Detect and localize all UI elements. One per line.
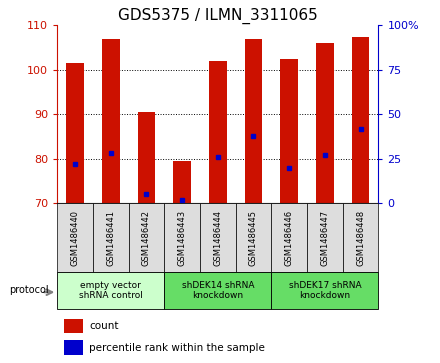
Bar — [164, 203, 200, 272]
Bar — [343, 203, 378, 272]
Text: GSM1486440: GSM1486440 — [70, 210, 80, 266]
Text: GSM1486443: GSM1486443 — [178, 210, 187, 266]
Bar — [164, 272, 271, 309]
Text: percentile rank within the sample: percentile rank within the sample — [89, 343, 265, 352]
Bar — [200, 203, 236, 272]
Text: GSM1486444: GSM1486444 — [213, 210, 222, 266]
Bar — [57, 272, 164, 309]
Bar — [271, 272, 378, 309]
Text: shDEK14 shRNA
knockdown: shDEK14 shRNA knockdown — [182, 281, 254, 300]
Bar — [280, 59, 298, 203]
Text: GSM1486446: GSM1486446 — [285, 210, 293, 266]
Bar — [64, 340, 83, 355]
Bar — [138, 112, 155, 203]
Text: GSM1486448: GSM1486448 — [356, 210, 365, 266]
Title: GDS5375 / ILMN_3311065: GDS5375 / ILMN_3311065 — [118, 8, 318, 24]
Bar — [64, 319, 83, 333]
Text: shDEK17 shRNA
knockdown: shDEK17 shRNA knockdown — [289, 281, 361, 300]
Bar — [271, 203, 307, 272]
Text: protocol: protocol — [9, 285, 48, 295]
Text: GSM1486442: GSM1486442 — [142, 210, 151, 266]
Bar — [245, 39, 262, 203]
Bar — [57, 203, 93, 272]
Bar — [209, 61, 227, 203]
Bar — [102, 39, 120, 203]
Text: GSM1486441: GSM1486441 — [106, 210, 115, 266]
Bar — [93, 203, 128, 272]
Bar — [316, 43, 334, 203]
Text: empty vector
shRNA control: empty vector shRNA control — [79, 281, 143, 300]
Text: GSM1486445: GSM1486445 — [249, 210, 258, 266]
Bar — [128, 203, 164, 272]
Bar — [236, 203, 271, 272]
Text: GSM1486447: GSM1486447 — [320, 210, 330, 266]
Bar — [307, 203, 343, 272]
Bar — [66, 63, 84, 203]
Text: count: count — [89, 321, 119, 331]
Bar — [352, 37, 370, 203]
Bar — [173, 161, 191, 203]
